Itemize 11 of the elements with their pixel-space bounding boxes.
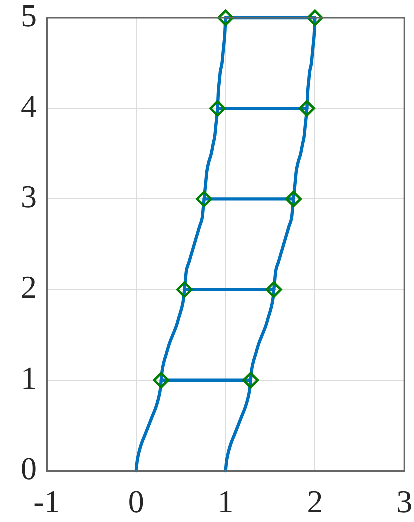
x-tick-label: 1 (218, 484, 234, 520)
y-tick-label: 0 (21, 450, 37, 486)
y-tick-label: 4 (21, 88, 37, 124)
x-tick-label: 2 (307, 484, 324, 520)
x-tick-label: 0 (128, 484, 144, 520)
y-tick-label: 3 (21, 178, 37, 215)
x-tick-label: 3 (396, 484, 413, 520)
x-tick-label: -1 (34, 484, 60, 520)
y-tick-label: 5 (21, 0, 37, 34)
y-tick-label: 2 (21, 269, 37, 306)
y-tick-label: 1 (21, 360, 37, 396)
